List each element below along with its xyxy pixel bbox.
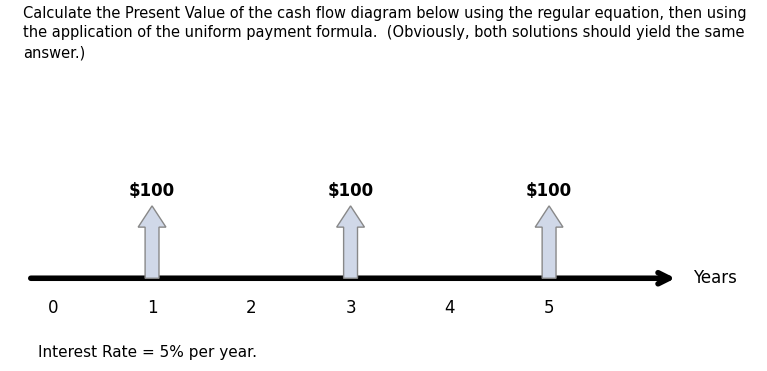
Polygon shape xyxy=(337,206,364,278)
Text: Calculate the Present Value of the cash flow diagram below using the regular equ: Calculate the Present Value of the cash … xyxy=(23,6,746,60)
Text: 0: 0 xyxy=(48,299,58,318)
Polygon shape xyxy=(535,206,563,278)
Text: $100: $100 xyxy=(328,182,374,200)
Text: 3: 3 xyxy=(345,299,356,318)
Text: 5: 5 xyxy=(544,299,555,318)
Text: Years: Years xyxy=(693,269,737,287)
Text: 2: 2 xyxy=(246,299,257,318)
Text: $100: $100 xyxy=(129,182,175,200)
Text: 4: 4 xyxy=(445,299,455,318)
Text: Interest Rate = 5% per year.: Interest Rate = 5% per year. xyxy=(38,345,258,360)
Polygon shape xyxy=(138,206,166,278)
Text: 1: 1 xyxy=(146,299,157,318)
Text: $100: $100 xyxy=(526,182,572,200)
